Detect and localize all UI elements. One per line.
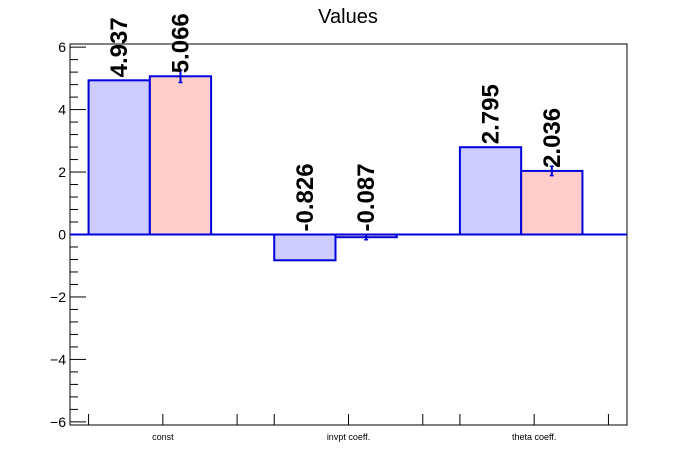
y-tick-label: −6 — [50, 414, 66, 430]
data-label: 5.066 — [167, 13, 194, 73]
bar — [87, 79, 151, 236]
bar — [458, 146, 523, 236]
bar — [148, 75, 213, 236]
y-tick-label: 6 — [58, 39, 66, 55]
y-tick-label: −4 — [50, 351, 66, 367]
data-label: 4.937 — [106, 17, 133, 77]
data-label: 2.795 — [478, 84, 505, 144]
bar — [520, 169, 584, 236]
data-labels: 4.937 -0.826 2.795 5.066 -0.087 2.036 — [106, 13, 566, 231]
axes: −6 −4 −2 0 2 4 6 const invpt coeff. theta coeff. — [50, 39, 628, 442]
y-tick-label: −2 — [50, 289, 66, 305]
x-tick-label: const — [152, 432, 174, 442]
data-label: 2.036 — [539, 108, 566, 168]
y-tick-label: 2 — [58, 164, 66, 180]
y-tick-label: 4 — [58, 102, 66, 118]
data-label: -0.826 — [292, 163, 319, 231]
chart-title: Values — [318, 6, 378, 28]
x-tick-label: theta coeff. — [512, 432, 556, 442]
bars — [70, 69, 627, 262]
data-label: -0.087 — [353, 163, 380, 231]
x-tick-label: invpt coeff. — [327, 432, 370, 442]
y-tick-label: 0 — [58, 227, 66, 243]
bar — [273, 233, 337, 262]
